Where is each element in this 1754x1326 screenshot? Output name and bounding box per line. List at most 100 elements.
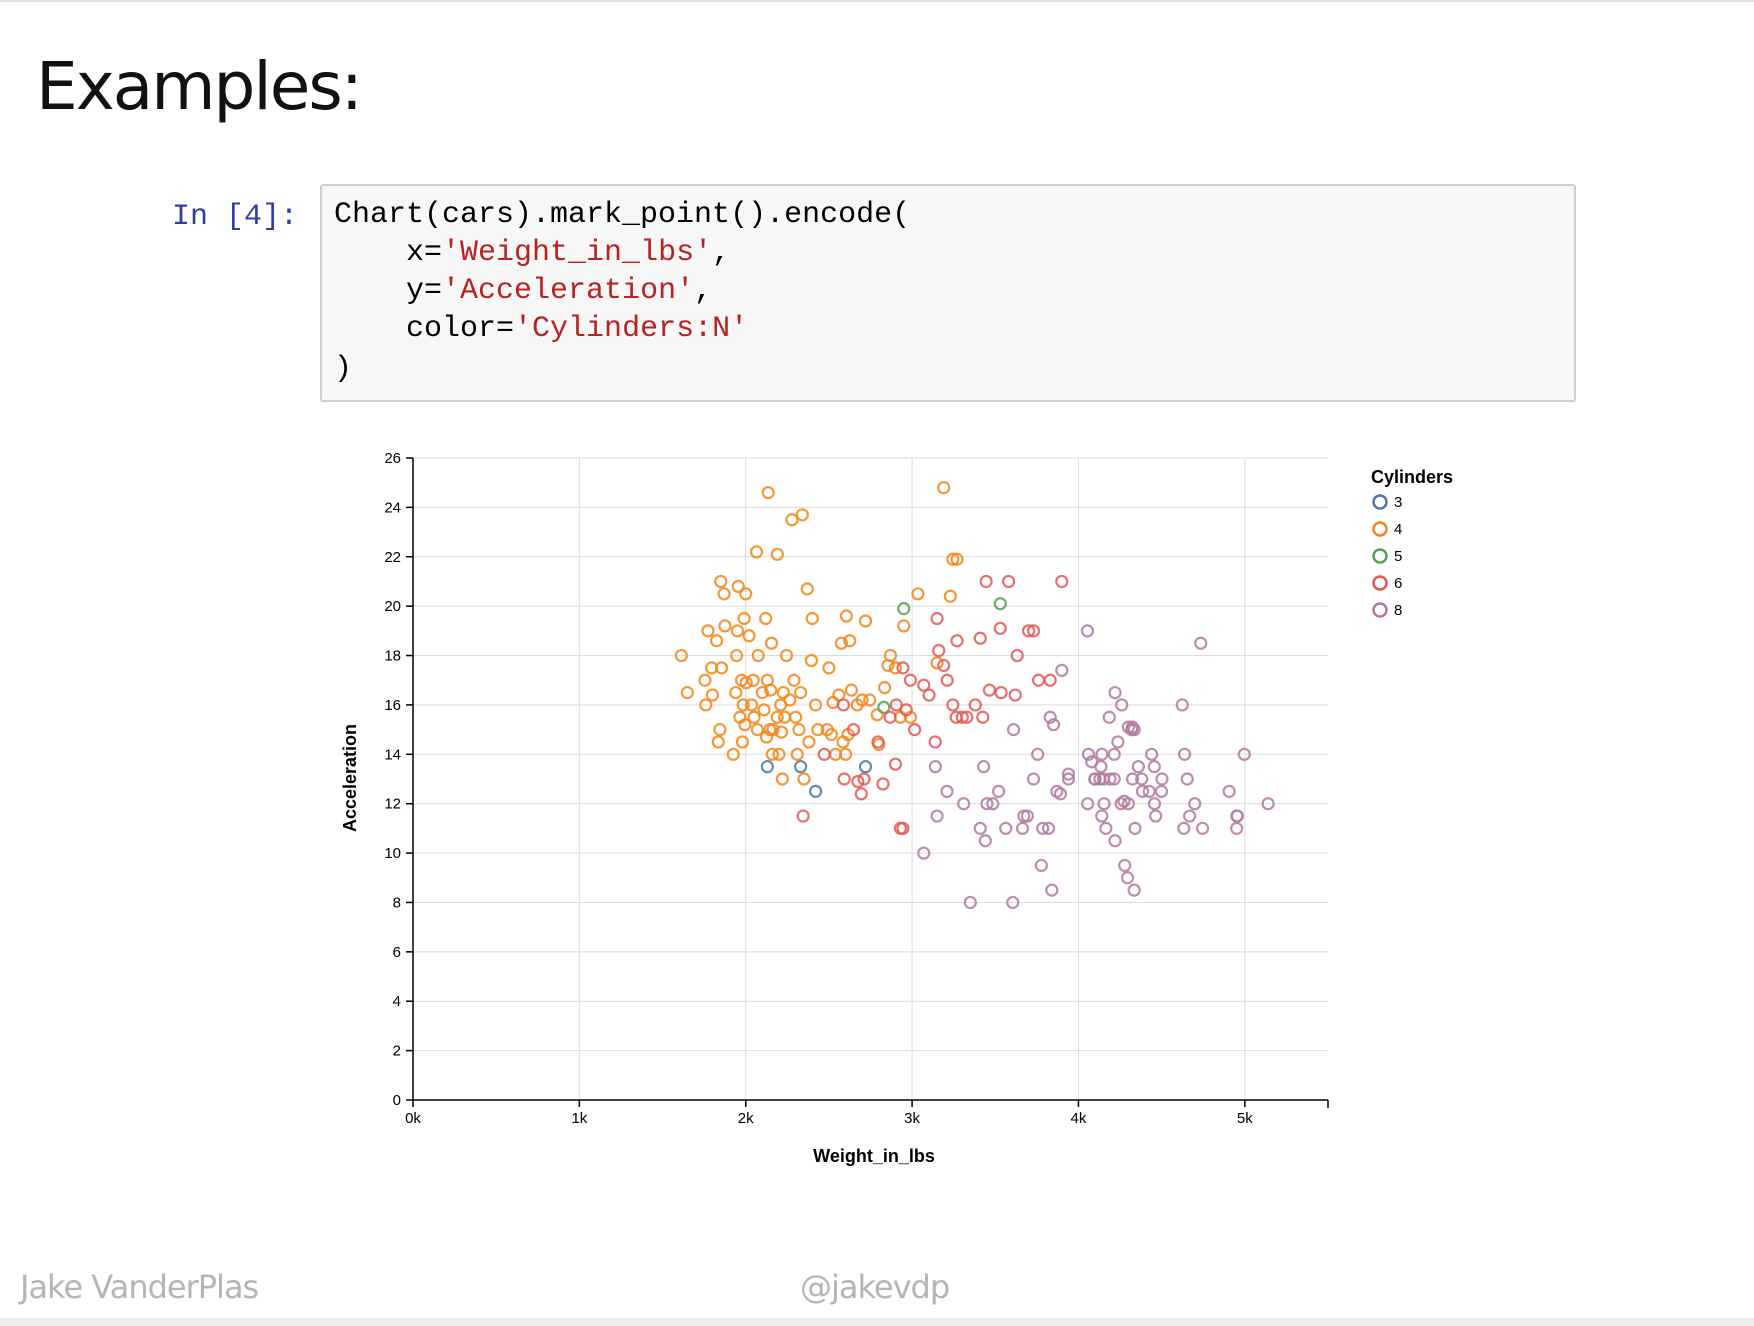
data-point-cyl-6 <box>940 673 954 687</box>
data-point-cyl-8 <box>1034 858 1048 873</box>
data-point-cyl-6 <box>1055 574 1069 589</box>
data-point-cyl-8 <box>1081 797 1095 811</box>
legend-symbol-5 <box>1372 548 1388 564</box>
data-point-cyl-6 <box>993 621 1007 635</box>
data-point-cyl-6 <box>907 723 922 737</box>
data-point-cyl-4 <box>718 619 732 633</box>
code-y-value: 'Acceleration' <box>442 274 695 308</box>
data-point-cyl-6 <box>883 710 897 724</box>
y-tick-label: 0 <box>393 1092 401 1109</box>
data-point-cyl-4 <box>897 619 911 633</box>
data-point-cyl-8 <box>1097 797 1111 811</box>
data-point-cyl-4 <box>737 611 751 626</box>
code-x-key: x= <box>406 236 443 270</box>
data-point-cyl-4 <box>757 703 771 717</box>
data-point-cyl-4 <box>746 673 760 687</box>
y-tick-label: 26 <box>384 450 401 467</box>
data-point-cyl-5 <box>877 700 891 714</box>
data-point-cyl-8 <box>986 797 1000 811</box>
data-point-cyl-3 <box>794 760 808 774</box>
data-point-cyl-4 <box>705 688 720 702</box>
data-point-cyl-8 <box>1121 797 1135 811</box>
data-point-cyl-4 <box>790 747 804 761</box>
data-point-cyl-8 <box>1111 735 1125 749</box>
data-point-cyl-6 <box>1010 648 1024 663</box>
y-tick-label: 10 <box>384 845 401 862</box>
data-point-cyl-8 <box>1194 636 1208 650</box>
data-point-cyl-4 <box>792 723 806 737</box>
data-point-cyl-8 <box>1188 797 1202 811</box>
data-point-cyl-6 <box>955 710 969 724</box>
y-tick-label: 12 <box>384 796 401 813</box>
y-tick-label: 20 <box>384 598 401 615</box>
data-point-cyl-4 <box>795 508 809 522</box>
data-point-cyl-4 <box>710 634 724 648</box>
legend-label-8: 8 <box>1394 602 1402 619</box>
data-point-cyl-8 <box>1135 784 1150 798</box>
data-point-cyl-3 <box>808 784 823 798</box>
data-point-cyl-4 <box>911 587 925 601</box>
data-point-cyl-8 <box>1095 809 1109 823</box>
data-point-cyl-4 <box>843 634 857 648</box>
data-point-cyl-6 <box>937 658 951 673</box>
data-point-cyl-8 <box>1046 718 1061 732</box>
data-point-cyl-6 <box>857 772 871 786</box>
data-point-cyl-4 <box>680 685 694 700</box>
data-point-cyl-6 <box>979 574 993 589</box>
data-point-cyl-8 <box>1222 784 1236 798</box>
data-point-cyl-8 <box>1155 772 1169 786</box>
y-tick-label: 18 <box>384 648 401 665</box>
data-point-cyl-8 <box>1026 772 1041 786</box>
data-point-cyl-8 <box>1147 797 1162 811</box>
data-point-cyl-8 <box>1045 883 1059 897</box>
code-color-key: color= <box>406 312 515 346</box>
code-cell[interactable]: Chart(cars).mark_point().encode( x='Weig… <box>320 184 1576 402</box>
data-point-cyl-8 <box>1120 871 1135 885</box>
data-point-cyl-8 <box>1107 747 1121 761</box>
data-point-cyl-4 <box>779 648 794 663</box>
data-point-cyl-3 <box>760 760 774 774</box>
data-point-cyl-8 <box>1043 710 1057 724</box>
data-point-cyl-8 <box>1080 624 1095 638</box>
data-point-cyl-8 <box>1015 821 1030 835</box>
data-point-cyl-6 <box>1026 624 1041 638</box>
legend-title: Cylinders <box>1371 467 1453 487</box>
data-point-cyl-4 <box>802 735 816 749</box>
data-point-cyl-4 <box>764 683 778 697</box>
data-point-cyl-6 <box>851 774 865 789</box>
data-point-cyl-8 <box>1230 821 1244 835</box>
data-point-cyl-4 <box>834 636 848 650</box>
legend-label-4: 4 <box>1394 521 1402 538</box>
data-point-cyl-4 <box>698 673 712 687</box>
data-point-cyl-4 <box>759 730 774 744</box>
data-point-cyl-4 <box>730 624 745 638</box>
data-point-cyl-6 <box>837 772 851 786</box>
data-point-cyl-4 <box>878 681 892 695</box>
y-tick-label: 24 <box>384 499 401 516</box>
data-point-cyl-4 <box>811 723 825 737</box>
footer-handle: @jakevdp <box>800 1268 950 1306</box>
data-point-cyl-4 <box>749 545 764 559</box>
data-point-cyl-4 <box>870 708 884 722</box>
data-point-cyl-4 <box>755 685 769 700</box>
footer-author: Jake VanderPlas <box>20 1268 259 1306</box>
data-point-cyl-6 <box>1021 624 1036 638</box>
data-point-cyl-6 <box>854 787 868 801</box>
data-point-cyl-6 <box>896 661 910 675</box>
data-point-cyl-4 <box>770 710 784 724</box>
data-point-cyl-4 <box>738 718 752 732</box>
legend-symbol-3 <box>1372 494 1388 510</box>
data-point-cyl-4 <box>776 685 790 700</box>
data-point-cyl-6 <box>960 710 974 724</box>
data-point-cyl-8 <box>1182 809 1197 823</box>
cell-prompt: In [4]: <box>172 200 299 234</box>
data-point-cyl-8 <box>1127 883 1141 897</box>
data-point-cyl-8 <box>1095 747 1109 761</box>
data-point-cyl-8 <box>1131 760 1145 774</box>
data-point-cyl-8 <box>1107 772 1121 786</box>
data-point-cyl-4 <box>715 661 729 675</box>
data-point-cyl-4 <box>805 611 819 626</box>
data-point-cyl-4 <box>808 698 823 712</box>
data-point-cyl-4 <box>943 589 957 603</box>
